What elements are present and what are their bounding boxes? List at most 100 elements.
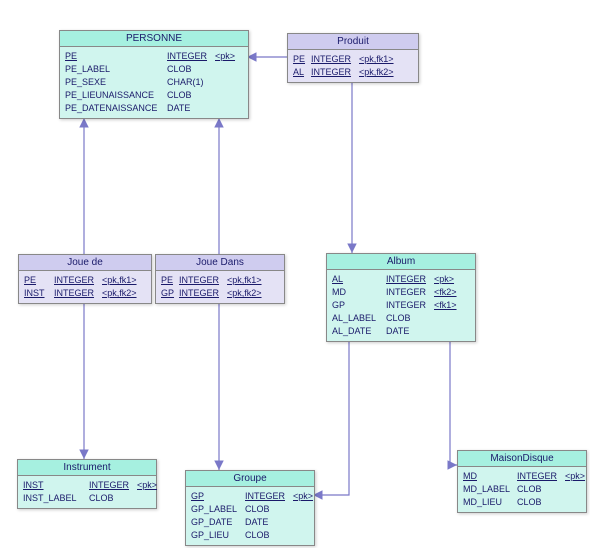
column-type: INTEGER — [89, 479, 131, 492]
column-type: INTEGER — [179, 287, 221, 300]
column-type: INTEGER — [54, 274, 96, 287]
entity-row: GP INTEGER <fk1> — [332, 299, 470, 312]
column-key: <fk1> — [434, 299, 457, 312]
column-name: AL — [332, 273, 380, 286]
entity-row: MD_LABEL CLOB — [463, 483, 581, 496]
entity-jouedans: Joue Dans PE INTEGER <pk,fk1> GP INTEGER <pk,f… — [155, 254, 285, 304]
column-type: INTEGER — [386, 299, 428, 312]
entity-body-maisondisque: MD INTEGER <pk> MD_LABEL CLOB MD_LIEU CLOB — [458, 467, 586, 512]
column-name: PE_DATENAISSANCE — [65, 102, 161, 115]
column-name: GP — [161, 287, 173, 300]
column-type: CLOB — [517, 496, 559, 509]
entity-row: PE_SEXE CHAR(1) — [65, 76, 243, 89]
entity-row: PE INTEGER <pk> — [65, 50, 243, 63]
entity-row: INSTINTEGER<pk> — [23, 479, 151, 492]
entity-row: GP_LABELCLOB — [191, 503, 309, 516]
entity-row: PE_LABELCLOB — [65, 63, 243, 76]
entity-row: GP INTEGER <pk,fk2> — [161, 287, 279, 300]
column-name: AL — [293, 66, 305, 79]
entity-row: MDINTEGER<fk2> — [332, 286, 470, 299]
column-name: GP_LABEL — [191, 503, 239, 516]
column-type: CHAR(1) — [167, 76, 209, 89]
entity-title-maisondisque: MaisonDisque — [458, 451, 586, 467]
column-type: INTEGER — [167, 50, 209, 63]
entity-row: PE_DATENAISSANCE DATE — [65, 102, 243, 115]
entity-row: INST_LABEL CLOB — [23, 492, 151, 505]
edge-album-groupe — [313, 340, 349, 495]
entity-title-instrument: Instrument — [18, 460, 156, 476]
column-name: MD_LIEU — [463, 496, 511, 509]
column-type: DATE — [167, 102, 209, 115]
entity-row: AL INTEGER <pk,fk2> — [293, 66, 413, 79]
column-name: INST — [24, 287, 48, 300]
column-name: MD_LABEL — [463, 483, 511, 496]
entity-row: AL_LABELCLOB — [332, 312, 470, 325]
column-type: INTEGER — [179, 274, 221, 287]
column-name: GP_LIEU — [191, 529, 239, 542]
entity-row: MD_LIEU CLOB — [463, 496, 581, 509]
entity-personne: PERSONNE PE INTEGER <pk>PE_LABELCLOBPE_SEXE… — [59, 30, 249, 119]
entity-row: AL_DATEDATE — [332, 325, 470, 338]
entity-produit: Produit PE INTEGER <pk,fk1> AL INTEGER <pk,fk2… — [287, 33, 419, 83]
column-key: <pk,fk1> — [227, 274, 262, 287]
entity-title-jouedans: Joue Dans — [156, 255, 284, 271]
column-type: DATE — [386, 325, 428, 338]
entity-row: PE INTEGER <pk,fk1> — [161, 274, 279, 287]
entity-row: PE INTEGER <pk,fk1> — [24, 274, 146, 287]
column-name: GP — [191, 490, 239, 503]
column-name: PE_SEXE — [65, 76, 161, 89]
column-type: CLOB — [89, 492, 131, 505]
entity-album: AlbumALINTEGER<pk>MDINTEGER<fk2>GPINTEGE… — [326, 253, 476, 342]
entity-title-personne: PERSONNE — [60, 31, 248, 47]
column-name: PE — [161, 274, 173, 287]
column-type: INTEGER — [311, 66, 353, 79]
column-type: INTEGER — [386, 273, 428, 286]
column-key: <pk> — [565, 470, 585, 483]
column-name: INST_LABEL — [23, 492, 83, 505]
column-name: PE — [65, 50, 161, 63]
column-type: INTEGER — [386, 286, 428, 299]
column-type: CLOB — [167, 63, 209, 76]
entity-title-jouede: Joue de — [19, 255, 151, 271]
column-name: MD — [332, 286, 380, 299]
column-type: DATE — [245, 516, 287, 529]
column-name: GP_DATE — [191, 516, 239, 529]
entity-body-personne: PEINTEGER<pk>PE_LABELCLOBPE_SEXECHAR(1)P… — [60, 47, 248, 118]
column-type: CLOB — [517, 483, 559, 496]
column-name: GP — [332, 299, 380, 312]
column-name: MD — [463, 470, 511, 483]
column-key: <pk> — [293, 490, 313, 503]
entity-row: AL INTEGER <pk> — [332, 273, 470, 286]
column-name: PE — [24, 274, 48, 287]
column-type: INTEGER — [311, 53, 353, 66]
column-name: PE — [293, 53, 305, 66]
entity-row: INSTINTEGER<pk,fk2> — [24, 287, 146, 300]
edge-album-maisondisque — [450, 340, 457, 465]
entity-instrument: Instrument INST INTEGER <pk> INST_LABEL CLOB — [17, 459, 157, 509]
entity-title-produit: Produit — [288, 34, 418, 50]
entity-row: MDINTEGER<pk> — [463, 470, 581, 483]
entity-row: GP_DATE DATE — [191, 516, 309, 529]
column-key: <pk> — [137, 479, 157, 492]
entity-row: PE INTEGER <pk,fk1> — [293, 53, 413, 66]
column-type: INTEGER — [517, 470, 559, 483]
column-key: <pk> — [215, 50, 235, 63]
column-type: CLOB — [386, 312, 428, 325]
entity-body-jouedans: PE INTEGER <pk,fk1> GP INTEGER <pk,fk2> — [156, 271, 284, 303]
entity-body-produit: PE INTEGER <pk,fk1> AL INTEGER <pk,fk2> — [288, 50, 418, 82]
entity-body-jouede: PE INTEGER <pk,fk1>INSTINTEGER<pk,fk2> — [19, 271, 151, 303]
column-name: PE_LIEUNAISSANCE — [65, 89, 161, 102]
entity-row: GP_LIEUCLOB — [191, 529, 309, 542]
entity-jouede: Joue de PE INTEGER <pk,fk1>INSTINTEGER<pk,f… — [18, 254, 152, 304]
entity-row: PE_LIEUNAISSANCECLOB — [65, 89, 243, 102]
column-key: <pk,fk2> — [359, 66, 394, 79]
entity-maisondisque: MaisonDisqueMDINTEGER<pk>MD_LABELCLOBMD_… — [457, 450, 587, 513]
column-key: <pk> — [434, 273, 454, 286]
column-key: <pk,fk1> — [102, 274, 137, 287]
column-name: INST — [23, 479, 83, 492]
column-key: <pk,fk2> — [227, 287, 262, 300]
entity-body-instrument: INST INTEGER <pk> INST_LABEL CLOB — [18, 476, 156, 508]
entity-title-groupe: Groupe — [186, 471, 314, 487]
column-key: <pk,fk1> — [359, 53, 394, 66]
column-type: INTEGER — [245, 490, 287, 503]
